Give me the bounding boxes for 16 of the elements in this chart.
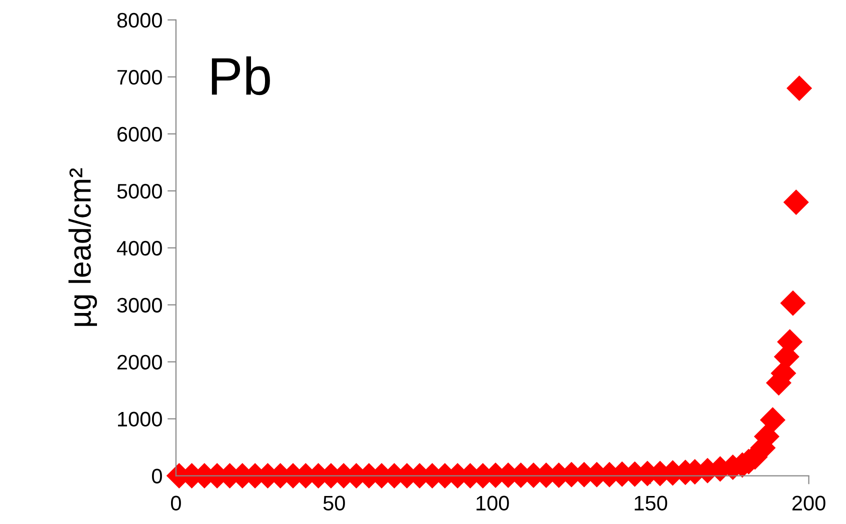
y-tick-label: 0 — [152, 468, 162, 484]
y-tick-label: 4000 — [116, 240, 162, 256]
x-tick-label: 200 — [792, 496, 826, 511]
x-tick-label: 50 — [323, 496, 345, 511]
y-tick-label: 3000 — [117, 298, 162, 313]
annotation: Pb — [212, 56, 270, 96]
x-tick-label: 100 — [476, 496, 509, 511]
y-tick-label: 5000 — [117, 184, 162, 199]
y-tick-label: 6000 — [117, 126, 162, 142]
y-tick-label: 8000 — [117, 12, 162, 28]
y-tick-label: 1000 — [118, 412, 162, 427]
y-tick-label: 7000 — [118, 70, 162, 85]
y-axis-title: µg lead/cm² — [68, 168, 97, 326]
x-tick-label: 150 — [634, 496, 668, 511]
y-tick-label: 2000 — [117, 354, 162, 370]
x-tick-label: 0 — [170, 496, 181, 511]
